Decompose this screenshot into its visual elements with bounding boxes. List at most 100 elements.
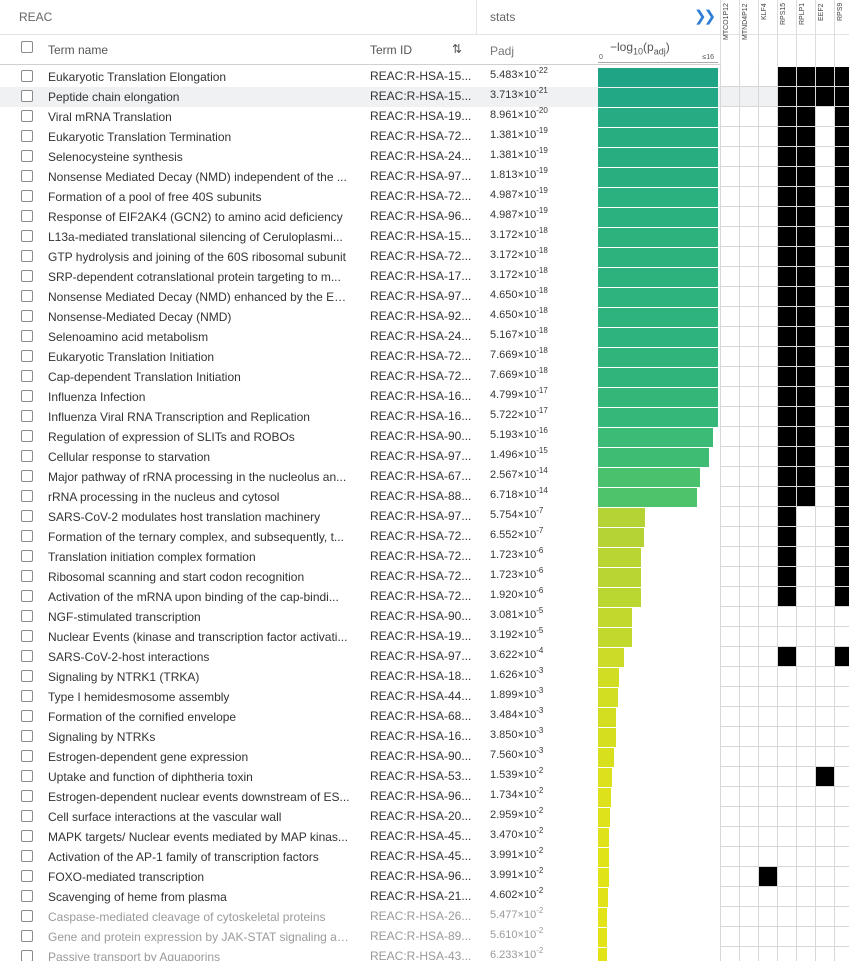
gene-cell[interactable] — [758, 947, 777, 961]
table-row[interactable]: Estrogen-dependent gene expression REAC:R… — [0, 747, 849, 767]
gene-cell[interactable] — [720, 547, 739, 567]
gene-cell[interactable] — [739, 747, 758, 767]
gene-cell[interactable] — [777, 947, 796, 961]
gene-cell[interactable] — [720, 327, 739, 347]
term-name[interactable]: Influenza Viral RNA Transcription and Re… — [48, 410, 310, 424]
gene-cell[interactable] — [815, 747, 834, 767]
gene-cell[interactable] — [739, 567, 758, 587]
table-row[interactable]: Nonsense Mediated Decay (NMD) enhanced b… — [0, 287, 849, 307]
gene-cell[interactable] — [815, 507, 834, 527]
term-name[interactable]: Influenza Infection — [48, 390, 146, 404]
gene-cell[interactable] — [739, 827, 758, 847]
sort-icon[interactable]: ⇅ — [452, 42, 463, 56]
gene-cell[interactable] — [739, 547, 758, 567]
gene-cell[interactable] — [815, 267, 834, 287]
term-name[interactable]: Signaling by NTRKs — [48, 730, 156, 744]
gene-cell[interactable] — [739, 867, 758, 887]
gene-cell[interactable] — [739, 427, 758, 447]
row-checkbox[interactable] — [21, 930, 33, 942]
gene-cell[interactable] — [720, 687, 739, 707]
term-id[interactable]: REAC:R-HSA-97... — [370, 169, 472, 183]
table-row[interactable]: Translation initiation complex formation… — [0, 547, 849, 567]
table-row[interactable]: Formation of the ternary complex, and su… — [0, 527, 849, 547]
gene-cell[interactable] — [720, 407, 739, 427]
gene-cell[interactable] — [834, 887, 849, 907]
row-checkbox[interactable] — [21, 270, 33, 282]
gene-cell[interactable] — [720, 287, 739, 307]
row-checkbox[interactable] — [21, 910, 33, 922]
gene-header[interactable]: RPLP1 — [796, 0, 816, 67]
row-checkbox[interactable] — [21, 950, 33, 961]
table-row[interactable]: Ribosomal scanning and start codon recog… — [0, 567, 849, 587]
gene-cell[interactable] — [720, 167, 739, 187]
row-checkbox[interactable] — [21, 710, 33, 722]
gene-cell[interactable] — [834, 447, 849, 467]
gene-cell[interactable] — [720, 927, 739, 947]
gene-cell[interactable] — [815, 547, 834, 567]
term-name[interactable]: Caspase-mediated cleavage of cytoskeleta… — [48, 910, 326, 924]
gene-cell[interactable] — [758, 87, 777, 107]
term-name[interactable]: Cell surface interactions at the vascula… — [48, 810, 282, 824]
term-name[interactable]: Regulation of expression of SLITs and RO… — [48, 430, 295, 444]
gene-cell[interactable] — [758, 567, 777, 587]
term-id[interactable]: REAC:R-HSA-96... — [370, 869, 472, 883]
gene-cell[interactable] — [834, 167, 849, 187]
term-id[interactable]: REAC:R-HSA-15... — [370, 69, 472, 83]
gene-cell[interactable] — [815, 767, 834, 787]
table-row[interactable]: Cell surface interactions at the vascula… — [0, 807, 849, 827]
gene-cell[interactable] — [815, 787, 834, 807]
term-id[interactable]: REAC:R-HSA-72... — [370, 349, 472, 363]
term-id[interactable]: REAC:R-HSA-90... — [370, 609, 472, 623]
gene-cell[interactable] — [796, 947, 815, 961]
gene-cell[interactable] — [739, 927, 758, 947]
gene-cell[interactable] — [758, 587, 777, 607]
gene-cell[interactable] — [758, 747, 777, 767]
gene-cell[interactable] — [758, 467, 777, 487]
term-id[interactable]: REAC:R-HSA-96... — [370, 209, 472, 223]
row-checkbox[interactable] — [21, 250, 33, 262]
gene-cell[interactable] — [720, 867, 739, 887]
gene-header[interactable]: MTND4P12 — [739, 0, 759, 67]
table-row[interactable]: Type I hemidesmosome assembly REAC:R-HSA-… — [0, 687, 849, 707]
gene-cell[interactable] — [739, 847, 758, 867]
gene-cell[interactable] — [739, 467, 758, 487]
gene-cell[interactable] — [796, 427, 815, 447]
row-checkbox[interactable] — [21, 430, 33, 442]
row-checkbox[interactable] — [21, 870, 33, 882]
gene-cell[interactable] — [777, 567, 796, 587]
gene-cell[interactable] — [815, 467, 834, 487]
term-id[interactable]: REAC:R-HSA-19... — [370, 629, 472, 643]
gene-cell[interactable] — [777, 787, 796, 807]
gene-cell[interactable] — [720, 207, 739, 227]
gene-cell[interactable] — [834, 207, 849, 227]
gene-cell[interactable] — [758, 687, 777, 707]
gene-cell[interactable] — [834, 187, 849, 207]
row-checkbox[interactable] — [21, 510, 33, 522]
gene-cell[interactable] — [777, 87, 796, 107]
gene-cell[interactable] — [720, 947, 739, 961]
term-name[interactable]: Formation of the cornified envelope — [48, 710, 237, 724]
gene-cell[interactable] — [834, 307, 849, 327]
row-checkbox[interactable] — [21, 750, 33, 762]
row-checkbox[interactable] — [21, 190, 33, 202]
row-checkbox[interactable] — [21, 90, 33, 102]
table-row[interactable]: Peptide chain elongation REAC:R-HSA-15...… — [0, 87, 849, 107]
gene-cell[interactable] — [739, 347, 758, 367]
gene-cell[interactable] — [758, 347, 777, 367]
gene-cell[interactable] — [777, 347, 796, 367]
gene-cell[interactable] — [758, 447, 777, 467]
gene-cell[interactable] — [815, 707, 834, 727]
term-id[interactable]: REAC:R-HSA-26... — [370, 909, 472, 923]
gene-cell[interactable] — [758, 667, 777, 687]
table-row[interactable]: Formation of the cornified envelope REAC:… — [0, 707, 849, 727]
term-name[interactable]: Nuclear Events (kinase and transcription… — [48, 630, 348, 644]
gene-header[interactable]: EEF2 — [815, 0, 835, 67]
term-name[interactable]: Activation of the AP-1 family of transcr… — [48, 850, 319, 864]
gene-cell[interactable] — [758, 307, 777, 327]
gene-cell[interactable] — [739, 707, 758, 727]
gene-cell[interactable] — [815, 827, 834, 847]
table-row[interactable]: Cellular response to starvation REAC:R-HS… — [0, 447, 849, 467]
gene-cell[interactable] — [758, 867, 777, 887]
gene-cell[interactable] — [739, 507, 758, 527]
gene-cell[interactable] — [739, 407, 758, 427]
